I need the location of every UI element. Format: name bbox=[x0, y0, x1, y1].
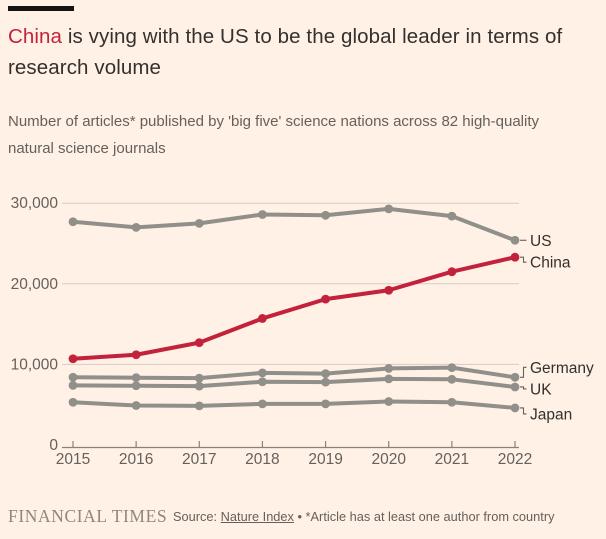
uk-line bbox=[71, 376, 517, 389]
china-point-2020 bbox=[384, 285, 394, 295]
germany-point-2022 bbox=[510, 372, 520, 382]
uk-point-2020 bbox=[384, 374, 394, 384]
us-series-label: US bbox=[530, 233, 552, 250]
uk-point-2021 bbox=[447, 374, 457, 384]
uk-point-2019 bbox=[321, 377, 330, 387]
japan-point-2018 bbox=[258, 399, 267, 409]
x-tick-label: 2019 bbox=[308, 451, 342, 468]
china-label-connector bbox=[520, 256, 527, 263]
x-tick-label: 2022 bbox=[498, 451, 532, 468]
china-point-2015 bbox=[68, 354, 78, 364]
footer: FINANCIAL TIMES Source: Nature Index • *… bbox=[0, 498, 606, 539]
title-highlight: China bbox=[8, 25, 63, 48]
germany-series-label: Germany bbox=[530, 360, 594, 377]
china-series-label: China bbox=[530, 255, 571, 272]
y-tick-label: 20,000 bbox=[11, 276, 59, 293]
uk-point-2022 bbox=[510, 382, 520, 392]
china-point-2021 bbox=[447, 267, 457, 277]
china-point-2017 bbox=[194, 338, 204, 348]
china-point-2019 bbox=[321, 294, 330, 304]
germany-label-connector bbox=[520, 366, 527, 378]
us-point-2020 bbox=[384, 204, 394, 214]
china-line bbox=[71, 255, 517, 361]
germany-point-2015 bbox=[68, 372, 78, 382]
x-tick-label: 2020 bbox=[371, 451, 406, 468]
us-point-2019 bbox=[321, 210, 330, 220]
japan-point-2017 bbox=[194, 401, 204, 411]
japan-series-label: Japan bbox=[530, 406, 572, 423]
germany-point-2019 bbox=[321, 369, 330, 379]
germany-point-2018 bbox=[258, 368, 267, 378]
uk-series-label: UK bbox=[530, 381, 552, 398]
us-point-2022 bbox=[510, 235, 520, 245]
germany-line bbox=[71, 365, 517, 381]
us-point-2015 bbox=[68, 217, 78, 227]
y-tick-label: 30,000 bbox=[11, 195, 59, 212]
x-tick-label: 2017 bbox=[182, 451, 216, 468]
japan-label-connector bbox=[520, 407, 527, 415]
y-tick-label: 10,000 bbox=[11, 356, 59, 373]
japan-point-2015 bbox=[68, 397, 78, 407]
china-point-2016 bbox=[131, 350, 141, 360]
title-rest: is vying with the US to be the global le… bbox=[8, 25, 563, 79]
japan-point-2021 bbox=[447, 397, 457, 407]
japan-point-2016 bbox=[131, 401, 141, 410]
japan-point-2019 bbox=[321, 399, 330, 409]
us-point-2021 bbox=[447, 211, 457, 221]
us-point-2016 bbox=[131, 222, 141, 232]
china-point-2018 bbox=[258, 314, 267, 323]
uk-label-connector bbox=[520, 386, 527, 390]
kicker-bar bbox=[8, 6, 74, 11]
y-tick-label: 0 bbox=[49, 437, 58, 454]
source-link[interactable]: Nature Index bbox=[220, 509, 294, 524]
china-point-2022 bbox=[510, 252, 520, 262]
japan-point-2020 bbox=[384, 397, 394, 406]
japan-point-2022 bbox=[510, 403, 520, 413]
uk-point-2016 bbox=[131, 381, 141, 391]
us-point-2018 bbox=[258, 210, 267, 219]
uk-point-2015 bbox=[68, 380, 78, 390]
germany-point-2017 bbox=[194, 373, 204, 383]
x-tick-label: 2016 bbox=[119, 451, 153, 468]
x-tick-label: 2018 bbox=[245, 451, 279, 468]
uk-point-2017 bbox=[194, 381, 204, 391]
source-note: Source: Nature Index • *Article has at l… bbox=[173, 509, 555, 524]
source-prefix: Source: bbox=[173, 509, 221, 524]
x-tick-label: 2015 bbox=[56, 451, 90, 468]
us-line bbox=[71, 206, 517, 243]
germany-point-2020 bbox=[384, 364, 394, 373]
uk-point-2018 bbox=[258, 377, 267, 387]
japan-line bbox=[71, 399, 517, 410]
chart-subtitle: Number of articles* published by 'big fi… bbox=[8, 113, 540, 157]
ft-logo: FINANCIAL TIMES bbox=[8, 506, 168, 526]
chart-title: China is vying with the US to be the glo… bbox=[8, 21, 596, 83]
germany-point-2016 bbox=[131, 373, 141, 383]
x-tick-label: 2021 bbox=[435, 451, 469, 468]
source-footnote: • *Article has at least one author from … bbox=[293, 509, 555, 524]
us-point-2017 bbox=[194, 218, 204, 228]
germany-point-2021 bbox=[447, 363, 457, 373]
